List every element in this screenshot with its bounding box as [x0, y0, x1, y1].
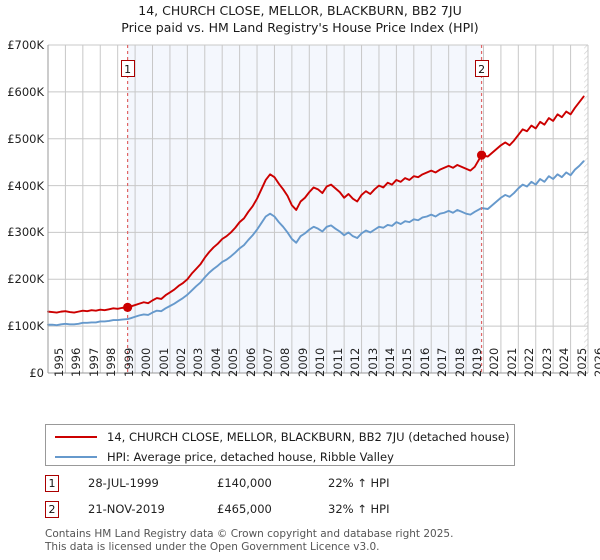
y-axis-tick-label: £700K [7, 38, 44, 52]
footer-attribution: Contains HM Land Registry data © Crown c… [45, 528, 590, 553]
chart-svg [47, 44, 589, 374]
x-axis-tick-label: 1997 [86, 347, 101, 377]
x-axis-tick-label: 2003 [191, 347, 206, 377]
sale-index-badge: 1 [45, 475, 59, 492]
y-axis-tick-label: £300K [7, 225, 44, 240]
legend-item: 14, CHURCH CLOSE, MELLOR, BLACKBURN, BB2… [46, 426, 509, 447]
x-axis-tick-label: 2005 [226, 347, 241, 377]
x-axis-tick-label: 2002 [173, 347, 188, 377]
sale-price: £140,000 [217, 476, 272, 490]
legend-item: HPI: Average price, detached house, Ribb… [46, 446, 394, 467]
y-axis-tick-label: £200K [7, 272, 44, 287]
x-axis-tick-label: 1995 [52, 347, 66, 377]
x-axis-tick-label: 2012 [348, 347, 363, 377]
y-axis-tick-label: £0 [29, 366, 44, 380]
x-axis-tick-label: 2016 [417, 347, 432, 377]
legend-color-swatch [55, 455, 97, 458]
legend-label: 14, CHURCH CLOSE, MELLOR, BLACKBURN, BB2… [107, 429, 510, 444]
sale-hpi-delta: 32% ↑ HPI [328, 502, 390, 516]
page-title: 14, CHURCH CLOSE, MELLOR, BLACKBURN, BB2… [0, 2, 600, 36]
y-axis-tick-label: £100K [7, 319, 44, 334]
table-row[interactable]: 1 28-JUL-1999 £140,000 22% ↑ HPI [45, 473, 515, 499]
chart-marker-1: 1 [120, 60, 135, 77]
x-axis-tick-label: 2020 [487, 347, 502, 377]
chart-marker-2: 2 [474, 60, 489, 77]
sale-date: 28-JUL-1999 [88, 476, 159, 490]
legend-color-swatch [55, 435, 97, 438]
x-axis-tick-label: 2015 [400, 347, 415, 377]
x-axis-tick-label: 2000 [139, 347, 154, 377]
chart-subtitle: Price paid vs. HM Land Registry's House … [121, 20, 479, 35]
x-axis-tick-label: 2024 [557, 347, 572, 377]
footer-line-1: Contains HM Land Registry data © Crown c… [45, 528, 454, 540]
legend-label: HPI: Average price, detached house, Ribb… [107, 449, 394, 464]
sale-hpi-delta: 22% ↑ HPI [328, 476, 390, 490]
x-axis-tick-label: 2026 [592, 347, 600, 377]
x-axis-tick-label: 2018 [452, 347, 467, 377]
x-axis-tick-label: 1996 [69, 347, 84, 377]
sale-date: 21-NOV-2019 [88, 502, 165, 516]
x-axis-tick-label: 2004 [208, 347, 223, 377]
x-axis-tick-label: 2023 [539, 347, 554, 377]
x-axis-tick-label: 2017 [435, 347, 450, 377]
x-axis-tick-label: 2006 [243, 347, 258, 377]
x-axis-tick-label: 1998 [104, 347, 119, 377]
chart-legend: 14, CHURCH CLOSE, MELLOR, BLACKBURN, BB2… [45, 424, 515, 466]
x-axis-tick-label: 2011 [330, 347, 345, 377]
x-axis-tick-label: 2022 [522, 347, 537, 377]
table-row[interactable]: 2 21-NOV-2019 £465,000 32% ↑ HPI [45, 499, 515, 525]
x-axis-tick-label: 2010 [313, 347, 328, 377]
x-axis-tick-label: 2025 [574, 347, 589, 377]
sale-price: £465,000 [217, 502, 272, 516]
y-axis-tick-label: £400K [7, 178, 44, 193]
sale-index-badge: 2 [45, 501, 59, 518]
x-axis-tick-label: 2019 [470, 347, 485, 377]
x-axis-tick-label: 2001 [156, 347, 171, 377]
chart-title: 14, CHURCH CLOSE, MELLOR, BLACKBURN, BB2… [138, 3, 462, 18]
y-axis-tick-label: £500K [7, 131, 44, 146]
sales-history-table: 1 28-JUL-1999 £140,000 22% ↑ HPI 2 21-NOV-201… [45, 473, 515, 525]
x-axis-tick-label: 2014 [382, 347, 397, 377]
y-axis-tick-label: £600K [7, 84, 44, 99]
x-axis-tick-label: 2009 [295, 347, 310, 377]
x-axis-tick-label: 2008 [278, 347, 293, 377]
x-axis-tick-label: 2013 [365, 347, 380, 377]
x-axis-tick-label: 2007 [261, 347, 276, 377]
x-axis-tick-label: 2021 [504, 347, 519, 377]
x-axis-tick-label: 1999 [121, 347, 136, 377]
footer-line-2: This data is licensed under the Open Gov… [45, 540, 380, 553]
chart-plot-area: £0 £100K £200K £300K £400K £500K £600K £700K 199… [0, 38, 600, 388]
